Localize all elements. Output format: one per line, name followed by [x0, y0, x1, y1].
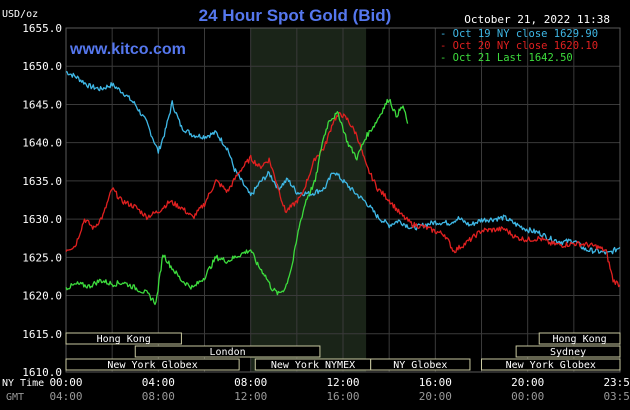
session-bar: Hong Kong — [65, 332, 182, 345]
y-tick-label: 1655.0 — [22, 22, 62, 35]
y-tick-label: 1625.0 — [22, 251, 62, 264]
series-line-1 — [65, 111, 621, 288]
session-bar: New York NYMEX — [254, 358, 372, 371]
y-tick-label: 1635.0 — [22, 175, 62, 188]
x-tick-label-ny: 16:00 — [419, 376, 452, 389]
series-line-2 — [65, 98, 409, 306]
session-bar-box — [370, 358, 471, 371]
x-label-gmt: GMT — [6, 392, 24, 403]
unit-label: USD/oz — [2, 9, 38, 20]
session-bar-label: Sydney — [550, 347, 586, 358]
session-bar: Hong Kong — [538, 332, 621, 345]
x-tick-label-gmt: 12:00 — [234, 390, 267, 403]
x-tick-label-gmt: 00:00 — [511, 390, 544, 403]
x-tick-label-ny: 12:00 — [326, 376, 359, 389]
session-bar-label: New York Globex — [107, 360, 197, 371]
x-tick-label-gmt: 04:00 — [49, 390, 82, 403]
x-tick-label-gmt: 16:00 — [326, 390, 359, 403]
session-bar: Sydney — [515, 345, 621, 358]
session-bar-label: NY Globex — [393, 360, 447, 371]
x-tick-label-gmt: 03:59 — [603, 390, 630, 403]
y-tick-label: 1640.0 — [22, 137, 62, 150]
session-bar: New York Globex — [481, 358, 621, 371]
session-bar-box — [65, 332, 182, 345]
nymex-highlight-band — [250, 28, 367, 372]
y-tick-label: 1615.0 — [22, 328, 62, 341]
x-tick-label-ny: 04:00 — [142, 376, 175, 389]
website-label: www.kitco.com — [69, 41, 186, 58]
y-tick-label: 1645.0 — [22, 98, 62, 111]
session-bar-box — [481, 358, 621, 371]
session-bar: NY Globex — [370, 358, 471, 371]
y-tick-label: 1630.0 — [22, 213, 62, 226]
x-tick-label-ny: 08:00 — [234, 376, 267, 389]
session-bar-label: London — [210, 347, 246, 358]
x-tick-label-ny: 00:00 — [49, 376, 82, 389]
session-bar-label: Hong Kong — [97, 334, 151, 345]
session-bar: London — [134, 345, 321, 358]
x-tick-label-gmt: 08:00 — [142, 390, 175, 403]
legend: - Oct 19 NY close 1629.90 - Oct 20 NY cl… — [440, 28, 598, 64]
session-bar-box — [515, 345, 621, 358]
x-tick-label-ny: 23:59 — [603, 376, 630, 389]
session-bar-box — [538, 332, 621, 345]
legend-oct19: - Oct 19 NY close 1629.90 — [440, 28, 598, 40]
session-bar-box — [134, 345, 321, 358]
legend-oct21: - Oct 21 Last 1642.50 — [440, 52, 573, 64]
session-bar-label: Hong Kong — [553, 334, 607, 345]
plot-frame — [65, 27, 621, 373]
session-bar-label: New York NYMEX — [271, 360, 355, 371]
x-label-ny: NY Time — [2, 378, 44, 389]
y-tick-label: 1620.0 — [22, 290, 62, 303]
series-line-0 — [65, 70, 621, 255]
y-tick-label: 1650.0 — [22, 60, 62, 73]
legend-oct20: - Oct 20 NY close 1620.10 — [440, 40, 598, 52]
x-tick-label-gmt: 20:00 — [419, 390, 452, 403]
session-bar-label: New York Globex — [506, 360, 596, 371]
session-bar: New York Globex — [65, 358, 240, 371]
date-label: October 21, 2022 11:38 — [464, 13, 610, 26]
session-bar-box — [65, 358, 240, 371]
x-tick-label-ny: 20:00 — [511, 376, 544, 389]
chart-title: 24 Hour Spot Gold (Bid) — [199, 6, 392, 25]
y-tick-label: 1610.0 — [22, 366, 62, 379]
